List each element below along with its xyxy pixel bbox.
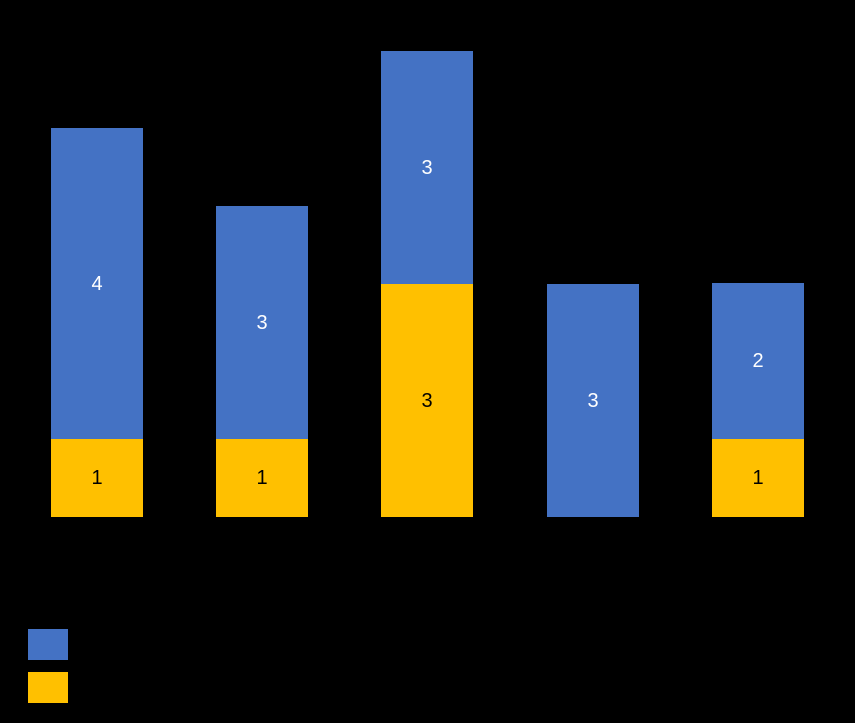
chart-legend (28, 629, 78, 703)
bar-segment: 3 (381, 51, 473, 284)
legend-swatch-blue (28, 629, 68, 660)
bar-segment-label: 1 (752, 467, 764, 489)
bar-segment: 1 (712, 439, 804, 517)
bar-segment: 2 (712, 283, 804, 439)
bar: 3 (547, 284, 639, 517)
bar-segment-label: 3 (421, 156, 433, 179)
legend-item-yellow-series (28, 672, 78, 703)
legend-swatch-yellow (28, 672, 68, 703)
bar-segment-label: 1 (256, 467, 268, 489)
bar-segment: 1 (51, 439, 143, 517)
bar-segment-label: 3 (421, 389, 433, 412)
bar-segment-label: 3 (587, 389, 599, 412)
bar-segment: 4 (51, 128, 143, 439)
bar-segment-label: 1 (91, 467, 103, 489)
bar-segment-label: 3 (256, 311, 268, 334)
bar-segment-label: 4 (91, 272, 103, 295)
bar-segment: 3 (381, 284, 473, 517)
bar-segment: 3 (547, 284, 639, 517)
bar-segment: 1 (216, 439, 308, 517)
legend-item-blue-series (28, 629, 78, 660)
bar-segment: 3 (216, 206, 308, 439)
bar-segment-label: 2 (752, 350, 764, 372)
